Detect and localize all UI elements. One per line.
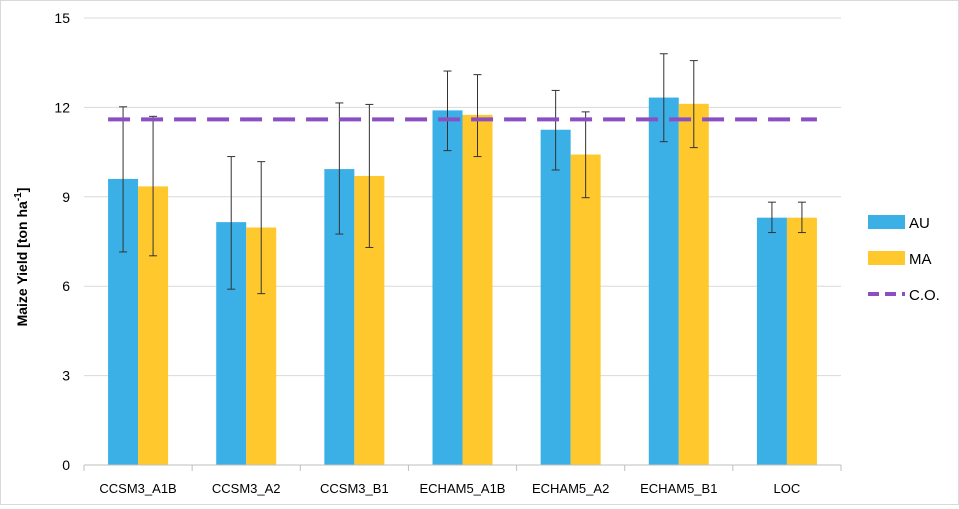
bar-MA-LOC <box>786 217 817 465</box>
legend-label-C.O.: C.O. <box>909 287 940 304</box>
bar-MA-ECHAM5_B1 <box>678 103 709 465</box>
y-tick-label-3: 3 <box>62 368 70 384</box>
x-tick-label-CCSM3_A1B: CCSM3_A1B <box>99 481 176 496</box>
x-tick-label-CCSM3_A2: CCSM3_A2 <box>212 481 281 496</box>
legend-label-AU: AU <box>909 215 930 232</box>
legend: AU MA C.O. <box>868 215 940 304</box>
legend-label-MA: MA <box>909 251 932 268</box>
error-bars <box>119 53 806 295</box>
bar-AU-ECHAM5_B1 <box>648 97 679 465</box>
bar-MA-ECHAM5_A2 <box>570 154 601 465</box>
x-tick-label-CCSM3_B1: CCSM3_B1 <box>320 481 389 496</box>
bar-AU-LOC <box>756 217 787 465</box>
y-tick-label-0: 0 <box>62 457 70 473</box>
y-tick-label-12: 12 <box>54 99 70 115</box>
bar-AU-ECHAM5_A2 <box>540 129 571 465</box>
y-tick-label-9: 9 <box>62 189 70 205</box>
axes: 0 3 6 9 12 15 CCSM3_A1B CCSM3_A2 CCSM3_B1 ECHAM5_… <box>54 10 842 496</box>
y-tick-label-6: 6 <box>62 278 70 294</box>
x-tick-label-ECHAM5_A1B: ECHAM5_A1B <box>420 481 506 496</box>
bars <box>108 97 817 466</box>
y-axis-label-close: ] <box>14 188 30 193</box>
legend-swatch-MA <box>868 251 905 265</box>
y-axis-label: Maize Yield [ton ha-1] <box>13 188 30 327</box>
bar-AU-ECHAM5_A1B <box>432 110 463 465</box>
x-tick-label-ECHAM5_B1: ECHAM5_B1 <box>640 481 717 496</box>
y-axis-label-superscript: -1 <box>13 192 24 201</box>
y-tick-label-15: 15 <box>54 10 70 26</box>
bar-MA-ECHAM5_A1B <box>462 114 493 465</box>
x-tick-label-LOC: LOC <box>774 481 801 496</box>
legend-swatch-AU <box>868 215 905 229</box>
y-axis-label-main: Maize Yield [ton ha <box>14 201 30 326</box>
x-tick-label-ECHAM5_A2: ECHAM5_A2 <box>532 481 609 496</box>
